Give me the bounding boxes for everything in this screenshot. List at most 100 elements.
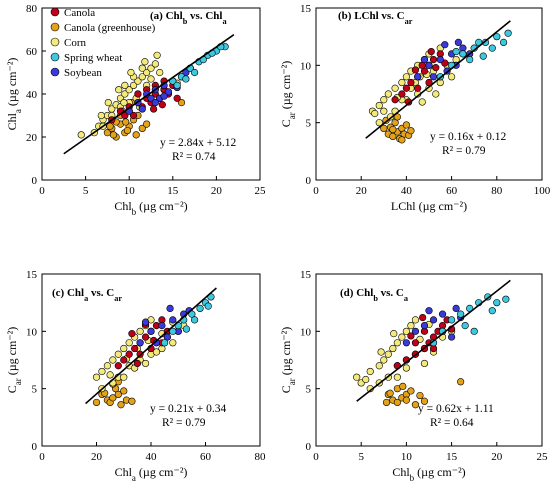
data-point [141, 359, 150, 368]
regression-line [356, 279, 511, 402]
x-tick-label: 20 [356, 185, 368, 197]
plot-frame [41, 273, 261, 447]
data-point [402, 339, 411, 347]
data-point [389, 344, 397, 353]
x-tick-label: 40 [146, 451, 158, 463]
legend: Canola Canola (greenhouse) Corn Spring whea… [50, 7, 156, 79]
legend-label: Corn [64, 37, 87, 49]
data-point [457, 310, 465, 318]
data-point [375, 101, 383, 110]
y-tick-label: 40 [26, 89, 38, 101]
data-point [147, 327, 155, 335]
regression-line [365, 20, 511, 139]
data-point [204, 302, 212, 310]
legend-label: Canola (greenhouse) [64, 22, 156, 34]
legend-label: Spring wheat [64, 52, 122, 64]
y-tick-label: 5 [32, 384, 38, 396]
data-point [391, 84, 399, 92]
data-point [425, 307, 433, 315]
data-point [448, 73, 456, 81]
regression-line [85, 287, 217, 405]
x-tick-label: 40 [401, 185, 413, 197]
data-point [196, 304, 204, 313]
y-tick-label: 5 [306, 384, 312, 396]
data-point [479, 52, 487, 60]
data-point [121, 111, 129, 120]
data-point [164, 88, 173, 96]
data-point [138, 124, 146, 132]
data-point [454, 38, 462, 47]
data-point [191, 68, 199, 77]
x-tick-label: 0 [39, 185, 45, 197]
data-point [420, 55, 429, 64]
x-tick-label: 0 [39, 451, 45, 463]
data-point [502, 295, 510, 303]
data-point [461, 322, 469, 330]
data-point [425, 61, 433, 69]
data-point [457, 378, 465, 386]
y-tick-label: 15 [300, 269, 312, 281]
legend-marker [50, 22, 60, 32]
data-point [166, 304, 174, 313]
data-point [141, 333, 150, 341]
x-axis-label: LChl (µg cm⁻²) [391, 199, 467, 213]
y-axis-label: Chla (µg cm⁻²) [5, 58, 23, 131]
data-point [114, 390, 122, 399]
x-tick-label: 5 [83, 185, 89, 197]
legend-label: Canola [64, 7, 95, 19]
y-tick-label: 0 [306, 441, 312, 453]
data-point [466, 55, 474, 64]
data-point [448, 333, 456, 341]
panel-title: (c) Chla vs. Car [52, 287, 122, 303]
data-point [151, 98, 159, 107]
data-point [97, 111, 105, 120]
data-point [125, 86, 133, 94]
data-point [115, 86, 123, 94]
data-point [375, 119, 383, 127]
panel-title: (b) LChl vs. Car [338, 10, 413, 26]
data-point [106, 371, 114, 379]
data-point [384, 350, 392, 358]
data-point [98, 367, 106, 376]
y-tick-label: 15 [26, 269, 38, 281]
data-point [362, 375, 370, 384]
x-tick-label: 15 [446, 451, 458, 463]
x-tick-label: 10 [124, 185, 136, 197]
data-point [188, 310, 196, 318]
data-point [414, 73, 422, 81]
data-point [177, 98, 186, 107]
data-point [398, 136, 406, 144]
data-point [504, 29, 512, 37]
data-point [132, 131, 140, 139]
y-tick-label: 0 [32, 441, 38, 453]
data-point [114, 362, 122, 370]
x-tick-label: 20 [211, 185, 223, 197]
data-point [398, 333, 406, 341]
data-point [398, 78, 406, 87]
data-point [380, 107, 388, 115]
data-point [418, 98, 426, 106]
data-point [150, 105, 158, 113]
data-point [459, 50, 467, 58]
data-point [127, 68, 135, 77]
panel-d: 0 5 10 15 20 25 0 5 10 15 (d) Chlb vs. Ca y = 0.62x… [279, 269, 548, 483]
data-point [420, 397, 429, 405]
data-point [402, 84, 411, 92]
y-axis-label: Car (µg cm⁻²) [279, 327, 297, 394]
data-point [366, 367, 374, 376]
data-point [399, 382, 407, 390]
x-tick-label: 10 [401, 451, 413, 463]
data-point [128, 397, 136, 405]
x-tick-label: 0 [313, 451, 319, 463]
fit-r-squared: R² = 0.79 [162, 417, 206, 429]
data-point [160, 92, 168, 100]
x-tick-label: 5 [358, 451, 364, 463]
data-point [416, 391, 424, 400]
data-point [147, 75, 155, 83]
data-point [414, 84, 422, 92]
data-point [125, 350, 133, 358]
data-point [152, 348, 161, 356]
data-point [109, 394, 117, 402]
data-point [120, 344, 128, 353]
data-point [389, 125, 397, 134]
